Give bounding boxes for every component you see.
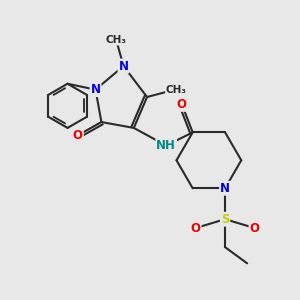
Text: CH₃: CH₃ [106,34,127,45]
Text: O: O [250,221,260,235]
Text: O: O [190,221,201,235]
Text: CH₃: CH₃ [166,85,187,94]
Text: N: N [220,182,230,195]
Text: O: O [176,98,186,111]
Text: NH: NH [156,139,176,152]
Text: O: O [73,129,83,142]
Text: S: S [221,213,229,226]
Text: N: N [91,83,100,96]
Text: N: N [118,60,128,73]
